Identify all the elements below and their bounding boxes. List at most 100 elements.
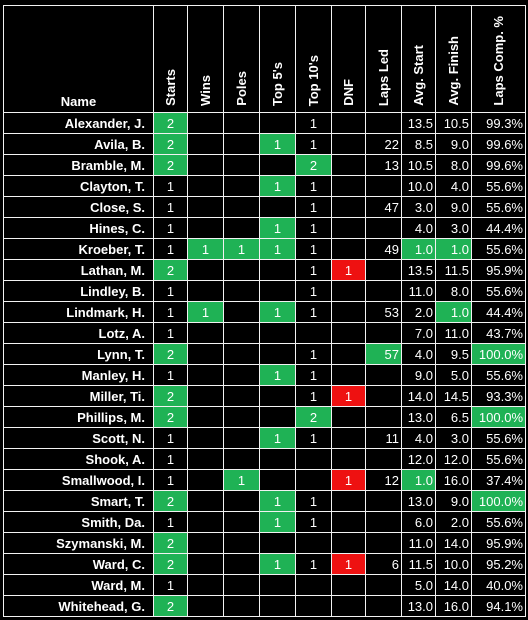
driver-name-cell: Smith, Da. — [3, 511, 154, 533]
table-row: Lotz, A. 1 7.0 11.0 43.7% — [3, 322, 526, 344]
avg-start-cell: 13.0 — [401, 406, 436, 428]
top10-cell — [295, 469, 332, 491]
laps-led-cell: 11 — [365, 427, 402, 449]
top10-cell: 1 — [295, 553, 332, 575]
starts-cell: 1 — [153, 196, 188, 218]
driver-name-cell: Hines, C. — [3, 217, 154, 239]
wins-cell — [187, 595, 224, 617]
header-laps-comp-pct: Laps Comp. % — [471, 5, 526, 113]
avg-start-cell: 13.5 — [401, 112, 436, 134]
laps-led-cell: 6 — [365, 553, 402, 575]
poles-cell — [223, 511, 260, 533]
top10-cell: 1 — [295, 175, 332, 197]
wins-cell — [187, 448, 224, 470]
laps-comp-pct-cell: 40.0% — [471, 574, 526, 596]
dnf-cell — [331, 448, 366, 470]
laps-comp-pct-cell: 100.0% — [471, 343, 526, 365]
table-row: Miller, Ti. 2 1 1 14.0 14.5 93.3% — [3, 385, 526, 407]
starts-cell: 1 — [153, 448, 188, 470]
avg-start-cell: 9.0 — [401, 364, 436, 386]
wins-cell — [187, 364, 224, 386]
avg-start-cell: 2.0 — [401, 301, 436, 323]
laps-comp-pct-cell: 55.6% — [471, 448, 526, 470]
dnf-cell — [331, 238, 366, 260]
avg-finish-cell: 9.5 — [435, 343, 472, 365]
table-row: Smith, Da. 1 1 1 6.0 2.0 55.6% — [3, 511, 526, 533]
avg-start-cell: 13.0 — [401, 490, 436, 512]
avg-start-cell: 1.0 — [401, 469, 436, 491]
poles-cell: 1 — [223, 469, 260, 491]
poles-cell — [223, 532, 260, 554]
dnf-cell: 1 — [331, 469, 366, 491]
poles-cell: 1 — [223, 238, 260, 260]
dnf-cell — [331, 364, 366, 386]
top10-cell: 1 — [295, 133, 332, 155]
poles-cell — [223, 364, 260, 386]
dnf-cell — [331, 574, 366, 596]
laps-comp-pct-cell: 99.6% — [471, 133, 526, 155]
top10-cell: 1 — [295, 112, 332, 134]
avg-finish-cell: 2.0 — [435, 511, 472, 533]
wins-cell — [187, 280, 224, 302]
laps-led-cell — [365, 490, 402, 512]
avg-start-cell: 11.0 — [401, 280, 436, 302]
starts-cell: 1 — [153, 217, 188, 239]
driver-name-cell: Whitehead, G. — [3, 595, 154, 617]
top5-cell — [259, 196, 296, 218]
poles-cell — [223, 343, 260, 365]
avg-finish-cell: 14.0 — [435, 532, 472, 554]
wins-cell — [187, 385, 224, 407]
starts-cell: 2 — [153, 133, 188, 155]
top5-cell: 1 — [259, 511, 296, 533]
table-body: Alexander, J. 2 1 13.5 10.5 99.3% Avila, B. 2 1 1… — [3, 112, 526, 617]
wins-cell — [187, 343, 224, 365]
laps-comp-pct-cell: 100.0% — [471, 490, 526, 512]
laps-led-cell: 53 — [365, 301, 402, 323]
wins-cell: 1 — [187, 301, 224, 323]
starts-cell: 1 — [153, 238, 188, 260]
top10-cell: 1 — [295, 511, 332, 533]
top5-cell: 1 — [259, 133, 296, 155]
driver-name-cell: Lathan, M. — [3, 259, 154, 281]
top10-cell: 1 — [295, 364, 332, 386]
table-row: Close, S. 1 1 47 3.0 9.0 55.6% — [3, 196, 526, 218]
laps-led-cell — [365, 259, 402, 281]
laps-led-cell — [365, 364, 402, 386]
driver-name-cell: Avila, B. — [3, 133, 154, 155]
avg-finish-cell: 1.0 — [435, 238, 472, 260]
header-wins: Wins — [187, 5, 224, 113]
header-top5: Top 5's — [259, 5, 296, 113]
dnf-cell: 1 — [331, 259, 366, 281]
poles-cell — [223, 301, 260, 323]
wins-cell — [187, 322, 224, 344]
table-row: Clayton, T. 1 1 1 10.0 4.0 55.6% — [3, 175, 526, 197]
poles-cell — [223, 280, 260, 302]
laps-comp-pct-cell: 43.7% — [471, 322, 526, 344]
avg-finish-cell: 8.0 — [435, 280, 472, 302]
driver-name-cell: Lynn, T. — [3, 343, 154, 365]
starts-cell: 1 — [153, 280, 188, 302]
driver-name-cell: Clayton, T. — [3, 175, 154, 197]
laps-comp-pct-cell: 55.6% — [471, 280, 526, 302]
table-row: Whitehead, G. 2 13.0 16.0 94.1% — [3, 595, 526, 617]
table-row: Lindmark, H. 1 1 1 1 53 2.0 1.0 44.4% — [3, 301, 526, 323]
starts-cell: 2 — [153, 490, 188, 512]
laps-comp-pct-cell: 95.2% — [471, 553, 526, 575]
top5-cell: 1 — [259, 175, 296, 197]
avg-start-cell: 11.5 — [401, 553, 436, 575]
poles-cell — [223, 217, 260, 239]
table-header: Name Starts Wins Poles Top 5's Top 10's … — [3, 5, 526, 113]
top10-cell: 1 — [295, 385, 332, 407]
driver-name-cell: Miller, Ti. — [3, 385, 154, 407]
avg-start-cell: 8.5 — [401, 133, 436, 155]
laps-led-cell: 57 — [365, 343, 402, 365]
driver-name-cell: Lotz, A. — [3, 322, 154, 344]
dnf-cell — [331, 133, 366, 155]
table-row: Szymanski, M. 2 11.0 14.0 95.9% — [3, 532, 526, 554]
laps-led-cell — [365, 511, 402, 533]
top5-cell — [259, 259, 296, 281]
avg-finish-cell: 10.0 — [435, 553, 472, 575]
avg-finish-cell: 16.0 — [435, 469, 472, 491]
top5-cell: 1 — [259, 217, 296, 239]
laps-comp-pct-cell: 55.6% — [471, 196, 526, 218]
